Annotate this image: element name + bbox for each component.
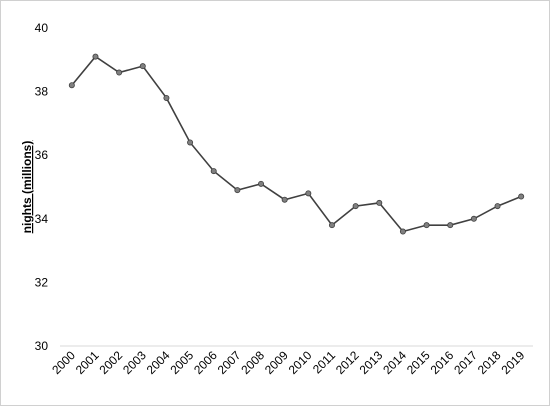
y-tick-label: 34 [35,212,49,226]
marker [352,203,359,210]
marker [68,82,75,89]
marker [518,193,525,200]
y-tick-label: 32 [35,275,49,289]
marker [399,228,406,235]
marker [163,94,170,101]
marker [187,139,194,146]
marker [494,203,501,210]
marker [258,180,265,187]
marker [376,199,383,206]
y-axis-label: nights (millions) [20,141,34,234]
marker [423,222,430,229]
marker [305,190,312,197]
line [71,55,522,233]
marker [470,215,477,222]
y-tick-label: 36 [35,148,49,162]
y-tick-label: 38 [35,85,49,99]
y-tick-label: 30 [35,339,49,353]
marker [210,168,217,175]
marker [139,63,146,70]
marker [447,222,454,229]
marker [281,196,288,203]
marker [328,222,335,229]
marker [234,187,241,194]
marker [116,69,123,76]
y-tick-label: 40 [35,21,49,35]
marker [92,53,99,60]
